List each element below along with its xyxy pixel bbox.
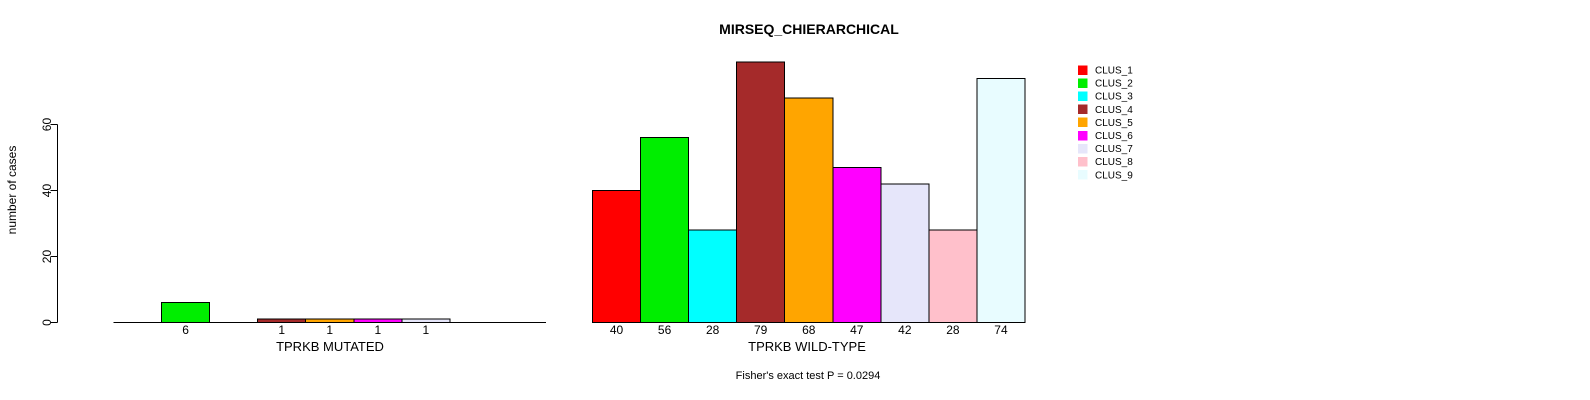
bar-clus_4 [257,318,307,324]
legend-swatch [1078,130,1088,141]
legend-swatch [1078,104,1088,115]
legend-label: CLUS_4 [1095,105,1133,116]
legend-swatch [1078,91,1088,101]
legend-swatch [1078,65,1088,75]
y-tick-label: 20 [40,250,54,264]
bar-clus_6 [832,166,882,323]
bar-clus_7 [401,318,451,324]
bar-value-label: 47 [850,323,864,337]
bar-value-label: 28 [946,323,960,337]
legend-swatch [1078,78,1088,88]
bar-clus_3 [688,229,738,324]
bar-value-label: 1 [278,323,285,337]
legend-swatch [1078,156,1088,167]
legend-label: CLUS_8 [1095,157,1133,168]
legend-label: CLUS_9 [1095,170,1133,181]
bar-value-label: 1 [374,323,381,337]
bar-clus_2 [640,137,690,323]
bar-clus_5 [305,318,355,324]
y-tick-label: 0 [40,319,54,326]
legend-swatch [1078,170,1088,180]
x-axis-label-wild-type: TPRKB WILD-TYPE [748,339,866,354]
bar-value-label: 42 [898,323,912,337]
x-axis-label-mutated: TPRKB MUTATED [276,339,384,354]
y-tick-label: 40 [40,184,54,198]
bar-value-label: 1 [423,323,430,337]
bar-clus_6 [353,318,403,324]
fisher-test-annotation: Fisher's exact test P = 0.0294 [735,370,881,382]
y-tick-label: 60 [40,118,54,132]
bar-clus_1 [592,190,642,323]
bar-value-label: 6 [182,323,189,337]
y-axis-label: number of cases [5,146,19,235]
bar-value-label: 28 [706,323,720,337]
legend-label: CLUS_2 [1095,79,1133,90]
bar-value-label: 74 [994,323,1008,337]
legend-label: CLUS_6 [1095,131,1133,142]
bar-value-label: 56 [658,323,672,337]
legend-label: CLUS_7 [1095,144,1133,155]
legend-label: CLUS_5 [1095,118,1133,129]
bar-clus_2 [161,302,211,324]
bar-value-label: 1 [326,323,333,337]
bar-value-label: 79 [754,323,768,337]
bar-clus_9 [976,77,1026,323]
bar-value-label: 40 [610,323,624,337]
bar-clus_4 [736,61,786,324]
legend-label: CLUS_3 [1095,92,1133,103]
bar-clus_7 [880,183,930,323]
chart-title: MIRSEQ_CHIERARCHICAL [719,21,899,37]
legend-swatch [1078,143,1088,154]
legend-label: CLUS_1 [1095,66,1133,77]
bar-clus_8 [928,229,978,324]
legend-swatch [1078,117,1088,128]
bar-clus_5 [784,97,834,323]
bar-value-label: 68 [802,323,816,337]
